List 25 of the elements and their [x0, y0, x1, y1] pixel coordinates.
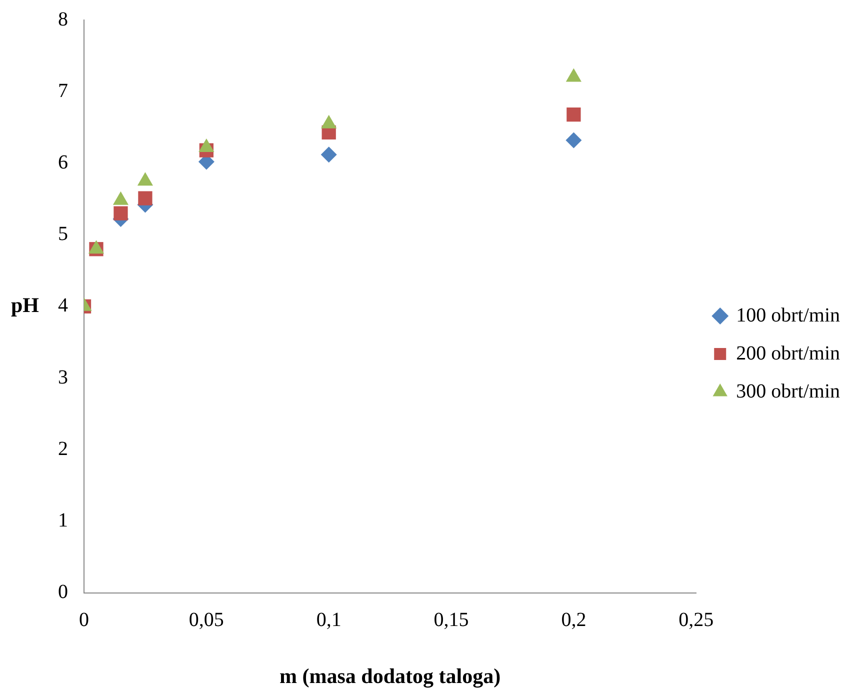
y-tick-label: 8 [58, 8, 68, 30]
x-tick-label: 0,05 [188, 609, 224, 632]
legend-label: 100 obrt/min [736, 304, 840, 326]
point [566, 107, 581, 122]
legend-label: 200 obrt/min [736, 342, 840, 364]
x-tick-label: 0,25 [678, 609, 714, 632]
y-tick-label: 0 [58, 581, 68, 604]
y-tick-label: 4 [58, 294, 68, 317]
point [566, 132, 582, 148]
y-tick-label: 1 [58, 509, 68, 532]
x-tick-label: 0,2 [561, 609, 586, 632]
point [138, 191, 152, 206]
y-tick-label: 7 [58, 80, 68, 102]
y-axis-title: pH [10, 292, 40, 317]
x-axis-title: m (masa dodatog taloga) [280, 664, 501, 688]
y-tick-label: 3 [58, 366, 68, 388]
legend-label: 300 obrt/min [736, 380, 840, 402]
point [320, 146, 337, 163]
point [114, 206, 128, 220]
x-tick-label: 0 [79, 609, 89, 632]
y-tick-label: 6 [58, 151, 68, 174]
x-tick-label: 0,15 [434, 609, 469, 632]
y-tick-label: 5 [58, 223, 68, 246]
x-tick-label: 0,1 [316, 609, 342, 632]
y-tick-label: 2 [58, 438, 68, 460]
